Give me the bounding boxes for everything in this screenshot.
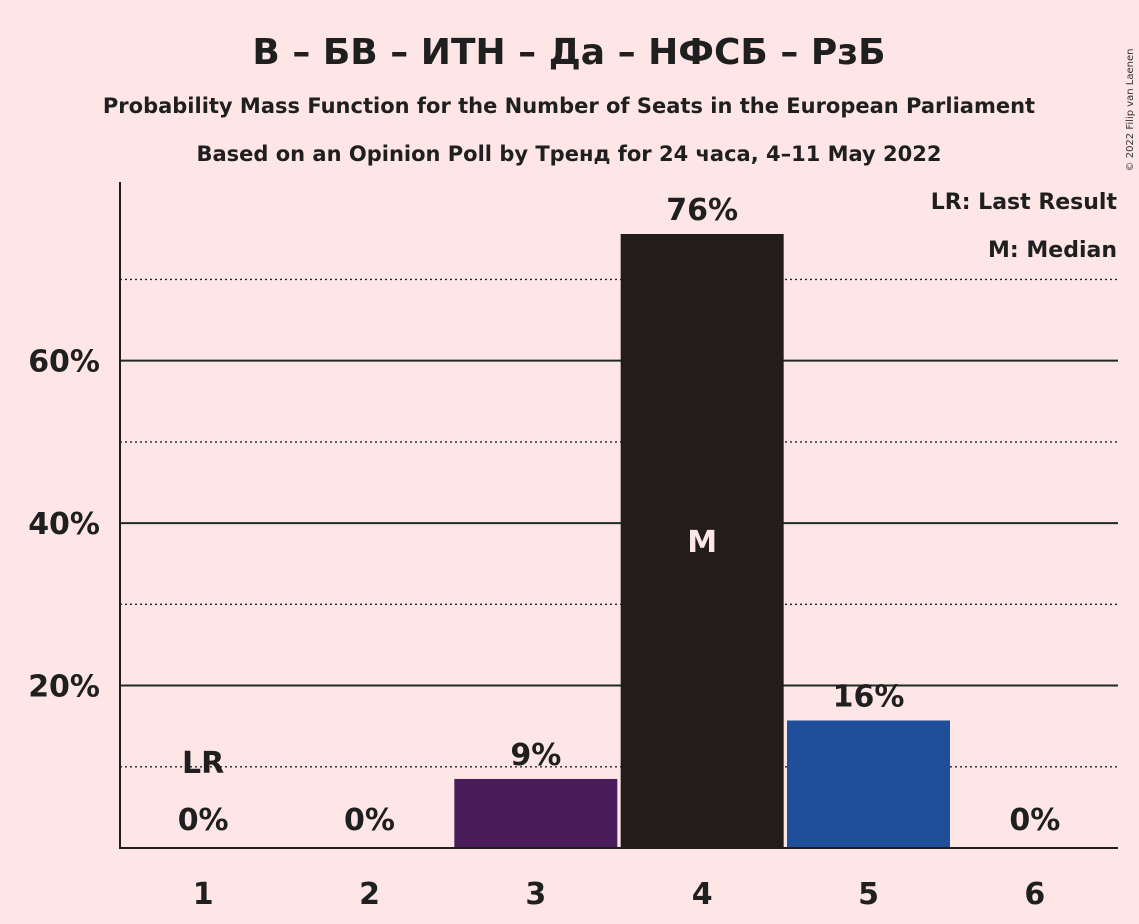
value-label-1: 0% (178, 803, 229, 838)
x-tick-label-4: 4 (692, 877, 713, 912)
x-tick-label-6: 6 (1024, 877, 1045, 912)
bars-group (454, 233, 951, 849)
legend-median: M: Median (988, 238, 1117, 263)
value-label-6: 0% (1009, 803, 1060, 838)
last-result-marker: LR (182, 746, 224, 781)
x-tick-label-1: 1 (193, 877, 214, 912)
value-label-2: 0% (344, 803, 395, 838)
chart-title: В – БВ – ИТН – Да – НФСБ – РзБ (252, 32, 885, 73)
legend-last-result: LR: Last Result (931, 190, 1118, 215)
value-labels-group: 0% 0% 9% 76% 16% 0% LR M (178, 193, 1061, 838)
x-axis: 1 2 3 4 5 6 (120, 847, 1118, 912)
y-axis: 20% 40% 60% (28, 182, 121, 849)
x-tick-label-2: 2 (359, 877, 380, 912)
value-label-4: 76% (666, 193, 738, 228)
value-label-5: 16% (833, 679, 905, 714)
median-marker: M (687, 525, 717, 560)
y-tick-label: 60% (28, 345, 100, 380)
y-tick-label: 20% (28, 670, 100, 705)
y-tick-label: 40% (28, 507, 100, 542)
value-label-3: 9% (510, 738, 561, 773)
chart-subtitle: Probability Mass Function for the Number… (103, 94, 1035, 118)
bar-3 (454, 778, 618, 848)
chart-source-line: Based on an Opinion Poll by Тренд for 24… (196, 142, 941, 166)
gridlines (120, 278, 1118, 768)
bar-4 (620, 233, 784, 849)
x-tick-label-3: 3 (525, 877, 546, 912)
x-tick-label-5: 5 (858, 877, 879, 912)
copyright-note: © 2022 Filip van Laenen (1125, 49, 1136, 172)
bar-5 (786, 720, 951, 848)
